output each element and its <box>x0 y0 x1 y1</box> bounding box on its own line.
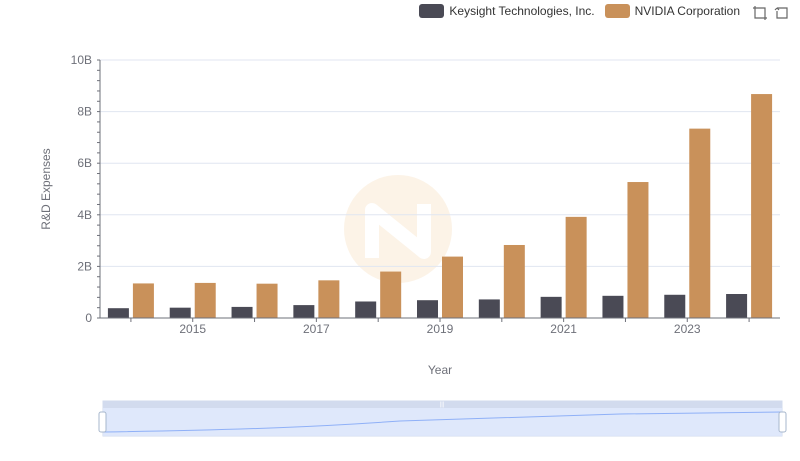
datazoom-handle-left[interactable] <box>98 411 107 433</box>
y-tick-label: 4B <box>77 208 92 222</box>
bar-nvidia-2015[interactable] <box>194 282 216 318</box>
legend-item-nvidia[interactable]: NVIDIA Corporation <box>604 4 740 18</box>
watermark-logo <box>344 175 452 283</box>
legend-label-nvidia: NVIDIA Corporation <box>634 4 740 18</box>
y-tick-label: 10B <box>71 53 92 67</box>
bar-nvidia-2022[interactable] <box>627 182 649 318</box>
bar-keysight-2017[interactable] <box>293 305 315 318</box>
grid-layer <box>100 59 780 267</box>
bar-keysight-2014[interactable] <box>107 308 129 318</box>
legend-swatch-nvidia <box>604 4 630 18</box>
datazoom-handle-right[interactable] <box>778 411 787 433</box>
legend-label-keysight: Keysight Technologies, Inc. <box>449 4 595 18</box>
y-tick-label: 8B <box>77 105 92 119</box>
bar-nvidia-2017[interactable] <box>318 280 340 318</box>
x-tick-label: 2019 <box>427 322 454 336</box>
datazoom-grip[interactable]: ||| <box>440 402 445 408</box>
bar-nvidia-2014[interactable] <box>132 283 154 318</box>
x-tick-label: 2015 <box>179 322 206 336</box>
y-tick-label: 0 <box>85 311 92 325</box>
x-tick-label: 2023 <box>674 322 701 336</box>
bar-keysight-2015[interactable] <box>169 307 191 318</box>
x-axis-title: Year <box>428 363 452 377</box>
bar-nvidia-2018[interactable] <box>380 271 402 318</box>
bar-nvidia-2021[interactable] <box>565 216 587 318</box>
bar-nvidia-2016[interactable] <box>256 283 278 318</box>
bar-keysight-2018[interactable] <box>355 301 377 318</box>
datazoom-slider[interactable]: ||| <box>98 400 787 437</box>
zoom-icon[interactable] <box>752 5 768 21</box>
bar-keysight-2021[interactable] <box>540 296 562 318</box>
y-tick-label: 6B <box>77 156 92 170</box>
restore-icon[interactable] <box>774 5 790 21</box>
y-axis-title: R&D Expenses <box>39 148 53 229</box>
axis-layer: 0 2B 4B 6B 8B 10B 2015 2017 2019 2021 2023 <box>71 53 780 336</box>
bar-nvidia-2024[interactable] <box>751 94 773 318</box>
datazoom-preview-line <box>102 411 783 433</box>
bar-keysight-2019[interactable] <box>417 300 438 318</box>
bar-nvidia-2020[interactable] <box>503 244 525 318</box>
bars-layer <box>107 94 773 318</box>
x-tick-label: 2021 <box>550 322 577 336</box>
bar-keysight-2022[interactable] <box>602 295 624 318</box>
bar-nvidia-2019[interactable] <box>442 256 463 318</box>
legend-item-keysight[interactable]: Keysight Technologies, Inc. <box>419 4 595 18</box>
bar-keysight-2024[interactable] <box>726 294 748 318</box>
y-tick-label: 2B <box>77 259 92 273</box>
legend-swatch-keysight <box>419 4 445 18</box>
toolbox <box>752 5 790 21</box>
legend: Keysight Technologies, Inc. NVIDIA Corpo… <box>419 4 740 18</box>
bar-keysight-2016[interactable] <box>231 306 253 318</box>
bar-keysight-2020[interactable] <box>478 299 500 318</box>
bar-keysight-2023[interactable] <box>664 294 686 318</box>
bar-nvidia-2023[interactable] <box>689 128 711 318</box>
x-tick-label: 2017 <box>303 322 330 336</box>
